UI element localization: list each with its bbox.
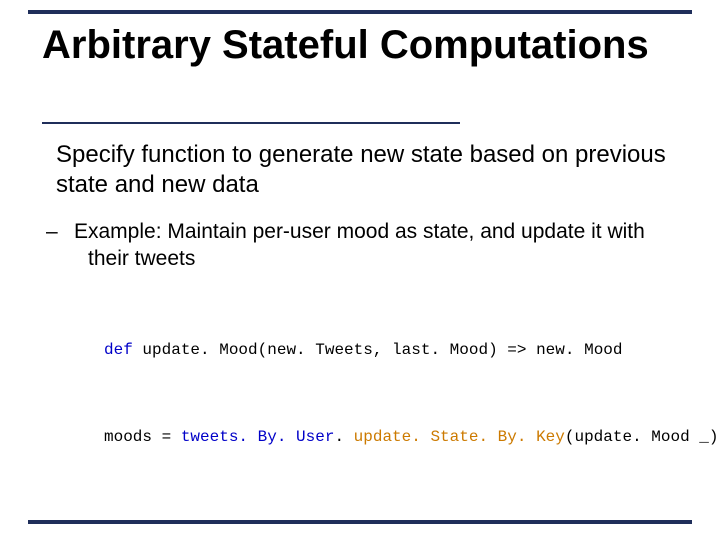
slide-title: Arbitrary Stateful Computations <box>42 22 678 68</box>
code-lhs: moods = <box>104 428 181 446</box>
bullet-dash: – <box>60 218 74 245</box>
example-text: Example: Maintain per-user mood as state… <box>74 220 645 270</box>
code-object: tweets. By. User <box>181 428 335 446</box>
code-line-1-rest: update. Mood(new. Tweets, last. Mood) =>… <box>133 341 623 359</box>
bottom-horizontal-rule <box>28 520 692 524</box>
code-block: def update. Mood(new. Tweets, last. Mood… <box>104 299 680 513</box>
slide-body: Specify function to generate new state b… <box>56 140 680 513</box>
title-underline <box>42 122 460 124</box>
code-line-1: def update. Mood(new. Tweets, last. Mood… <box>104 340 680 361</box>
example-bullet: –Example: Maintain per-user mood as stat… <box>74 218 680 273</box>
code-line-2: moods = tweets. By. User. update. State.… <box>104 427 680 448</box>
lead-paragraph: Specify function to generate new state b… <box>56 140 680 200</box>
keyword-def: def <box>104 341 133 359</box>
code-method: update. State. By. Key <box>354 428 565 446</box>
code-dot: . <box>334 428 353 446</box>
code-args: (update. Mood _) <box>565 428 719 446</box>
top-horizontal-rule <box>28 10 692 14</box>
